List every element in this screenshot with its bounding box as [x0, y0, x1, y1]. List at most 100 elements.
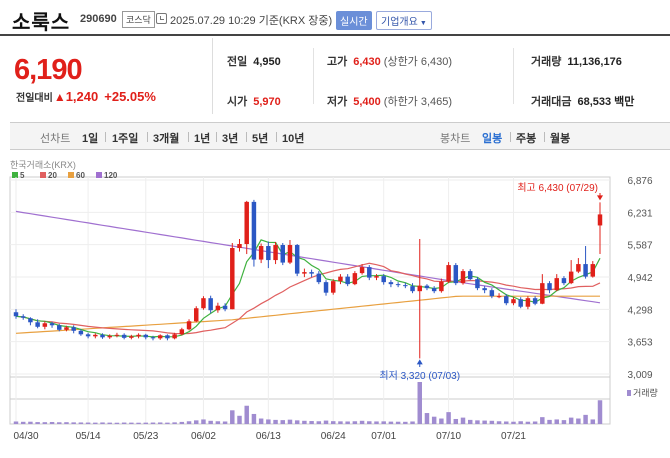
- volume-bar: [482, 420, 487, 424]
- volume-bar: [230, 410, 235, 424]
- period-1d[interactable]: 1일: [82, 133, 99, 145]
- volume-bar: [395, 421, 401, 424]
- volume-bar: [136, 422, 141, 424]
- period-3m[interactable]: 3개월: [153, 133, 180, 145]
- volume-bar: [280, 420, 286, 424]
- volume-bar: [35, 422, 40, 424]
- candle-up: [590, 264, 596, 277]
- volume-bar: [374, 421, 379, 424]
- candle-up: [258, 246, 264, 260]
- candle-up: [511, 299, 516, 304]
- volume-bar: [511, 421, 516, 424]
- candle-up: [540, 283, 545, 304]
- volume-bar: [157, 422, 163, 424]
- divider: [246, 132, 247, 142]
- period-5y[interactable]: 5년: [252, 133, 269, 145]
- stock-name: 소룩스: [12, 12, 71, 34]
- volume-bar: [518, 421, 523, 424]
- market-badge: 코스닥: [122, 11, 155, 28]
- volume-bar: [338, 421, 343, 424]
- y-tick-label: 3,009: [627, 370, 652, 381]
- divider: [313, 48, 314, 104]
- volume-bar: [554, 419, 559, 424]
- volume-bar: [237, 415, 242, 424]
- candle-up: [172, 334, 177, 339]
- period-1y[interactable]: 1년: [194, 133, 211, 145]
- prev-close-value: 4,950: [253, 56, 281, 68]
- open-value: 5,970: [253, 96, 281, 108]
- divider: [216, 132, 217, 142]
- candle-up: [554, 278, 559, 291]
- ma-legend: 5 20 60 120: [12, 171, 118, 180]
- volume-bars: 거래량: [13, 382, 658, 424]
- volume-bar: [597, 400, 603, 424]
- volume-bar: [590, 419, 596, 424]
- y-axis: 6,876 6,231 5,587 4,942 4,298 3,653 3,009: [627, 176, 652, 381]
- realtime-button[interactable]: 실시간: [336, 11, 372, 30]
- company-overview-button[interactable]: 기업개요 ▼: [376, 11, 432, 30]
- volume-bar: [388, 421, 394, 424]
- stock-header: 소룩스 290690 코스닥 2025.07.29 10:29 기준(KRX 장…: [0, 0, 670, 36]
- candle-down: [482, 288, 487, 291]
- price-box: 6,190 전일대비▲1,240 +25.05%: [0, 38, 212, 114]
- y-tick-label: 3,653: [627, 338, 652, 349]
- volume-bar: [150, 422, 156, 424]
- candle-up: [237, 244, 242, 249]
- price-chart: 한국거래소(KRX) 5 20 60 120 거래량 6,876 6,231 5,587 4…: [0, 155, 670, 458]
- candle-up: [42, 323, 48, 327]
- candle-up: [330, 281, 336, 293]
- candle-down: [208, 298, 213, 311]
- candle-chart-label: 봉차트: [440, 133, 471, 145]
- candle-down: [453, 265, 459, 284]
- volume-bar: [208, 420, 213, 424]
- candle-down: [518, 299, 523, 307]
- candle-down: [547, 283, 552, 291]
- high-label: 고가: [327, 56, 348, 68]
- candle-up: [157, 335, 163, 339]
- x-tick-label: 05/14: [76, 431, 101, 442]
- candles: [13, 199, 603, 359]
- grid: [10, 177, 610, 424]
- volume-bar: [251, 413, 257, 424]
- candle-down: [475, 279, 480, 289]
- period-1w[interactable]: 1주일: [112, 133, 139, 145]
- prev-close-label: 전일: [227, 56, 248, 68]
- candle-down: [266, 246, 271, 261]
- volume-legend-swatch: [627, 390, 631, 396]
- candle-daily[interactable]: 일봉: [482, 133, 503, 145]
- candle-up: [93, 334, 98, 337]
- change-amount: 1,240: [65, 89, 99, 104]
- candle-up: [244, 201, 249, 245]
- candle-down: [323, 282, 329, 293]
- divider: [544, 132, 545, 142]
- candle-down: [121, 334, 127, 338]
- legend-swatch: [40, 172, 46, 178]
- volume-bar: [107, 422, 112, 424]
- candle-up: [273, 245, 278, 261]
- legend-label: 20: [48, 171, 57, 180]
- period-3y[interactable]: 3년: [222, 133, 239, 145]
- period-10y[interactable]: 10년: [282, 133, 305, 145]
- candle-up: [179, 329, 185, 335]
- candle-up: [230, 248, 235, 310]
- volume-legend-label: 거래량: [633, 387, 658, 398]
- volume-bar: [179, 421, 185, 424]
- volume-bar: [583, 414, 588, 424]
- candle-weekly[interactable]: 주봉: [516, 133, 537, 145]
- ma5-line: [15, 239, 601, 338]
- day-high: 고가 6,430 (상한가 6,430): [327, 53, 452, 69]
- company-overview-label: 기업개요: [381, 17, 418, 28]
- volume-bar: [57, 422, 62, 424]
- candle-down: [316, 273, 322, 283]
- legend-swatch: [96, 172, 102, 178]
- line-chart-label: 선차트: [40, 133, 71, 145]
- candle-up: [568, 271, 574, 284]
- volume-bar: [381, 421, 386, 424]
- candle-up: [460, 271, 466, 284]
- candle-up: [446, 265, 451, 282]
- candle-up: [597, 214, 603, 226]
- legend-swatch: [12, 172, 18, 178]
- candle-monthly[interactable]: 월봉: [550, 133, 571, 145]
- candle-down: [20, 316, 26, 318]
- volume-bar: [568, 417, 574, 424]
